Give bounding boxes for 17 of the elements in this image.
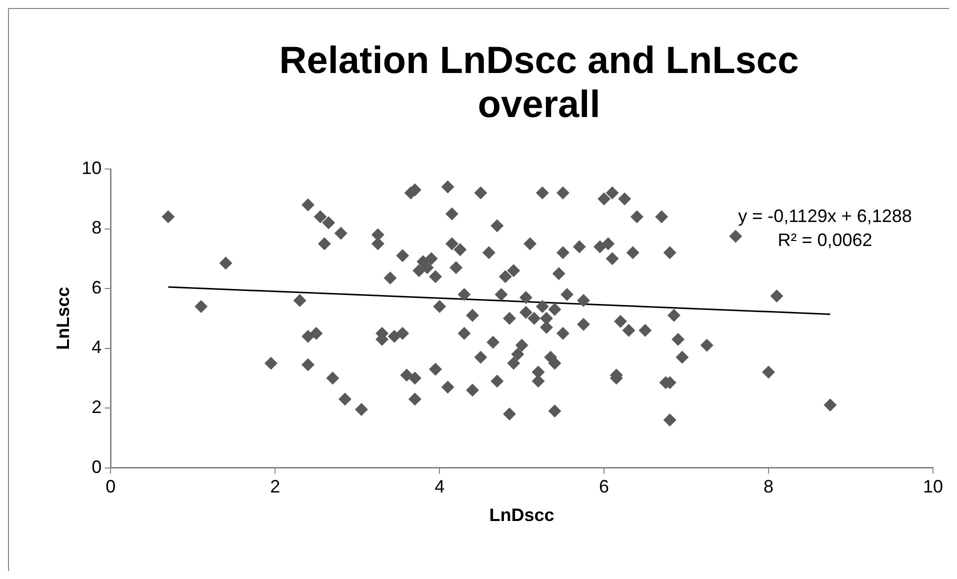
y-tick-label: 4 [92, 337, 102, 358]
y-tick-label: 2 [92, 397, 102, 418]
y-axis-title: LnLscc [52, 286, 73, 350]
chart-title: Relation LnDscc and LnLscc overall [279, 39, 799, 127]
y-tick-label: 10 [82, 158, 102, 178]
x-tick-label: 10 [922, 476, 944, 497]
annotation: y = -0,1129x + 6,1288 [738, 206, 912, 226]
x-tick-label: 4 [434, 476, 445, 497]
x-tick-label: 2 [270, 476, 280, 497]
x-axis-title: LnDscc [489, 505, 554, 526]
x-tick-label: 8 [764, 476, 774, 497]
annotation: R² = 0,0062 [778, 230, 872, 250]
y-tick-label: 6 [92, 277, 102, 298]
y-tick-label: 0 [92, 456, 102, 477]
y-tick-label: 8 [92, 218, 102, 238]
x-tick-label: 6 [599, 476, 610, 497]
x-tick-label: 0 [106, 476, 116, 497]
